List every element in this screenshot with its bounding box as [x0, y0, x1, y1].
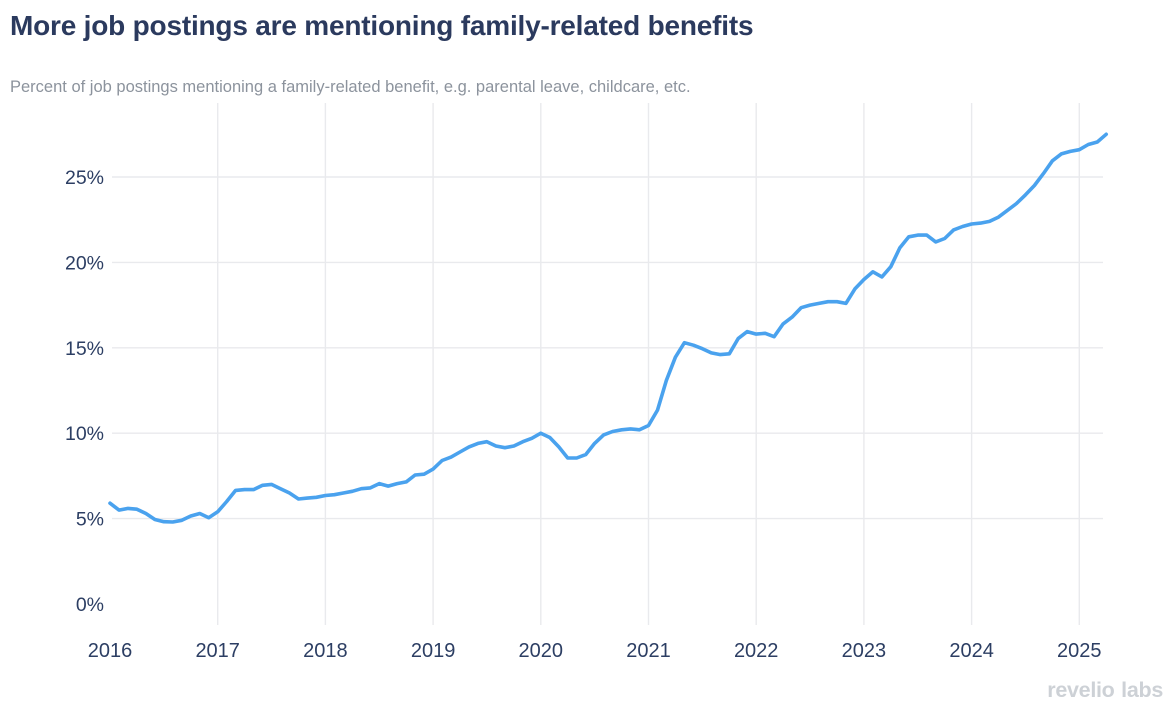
y-axis-tick-label: 10% — [65, 423, 104, 445]
x-axis-tick-label: 2018 — [303, 640, 348, 662]
x-axis-tick-label: 2016 — [88, 640, 133, 662]
x-axis-tick-label: 2017 — [195, 640, 240, 662]
benefits-trend-line — [108, 132, 1108, 524]
x-axis-tick-label: 2024 — [949, 640, 994, 662]
x-axis-tick-label: 2023 — [842, 640, 887, 662]
x-axis-tick-label: 2022 — [734, 640, 779, 662]
y-axis-tick-label: 5% — [76, 509, 104, 531]
x-axis-tick-label: 2021 — [626, 640, 671, 662]
revelio-labs-logo: revelio labs — [1047, 678, 1163, 702]
y-axis-tick-label: 25% — [65, 167, 104, 189]
x-axis-tick-label: 2019 — [411, 640, 456, 662]
x-axis-tick-label: 2025 — [1057, 640, 1102, 662]
chart-title: More job postings are mentioning family-… — [10, 10, 754, 41]
chart-subtitle: Percent of job postings mentioning a fam… — [10, 78, 691, 96]
y-axis-tick-label: 20% — [65, 252, 104, 274]
y-axis-tick-label: 0% — [76, 594, 104, 616]
y-axis-tick-label: 15% — [65, 338, 104, 360]
x-axis-tick-label: 2020 — [519, 640, 564, 662]
